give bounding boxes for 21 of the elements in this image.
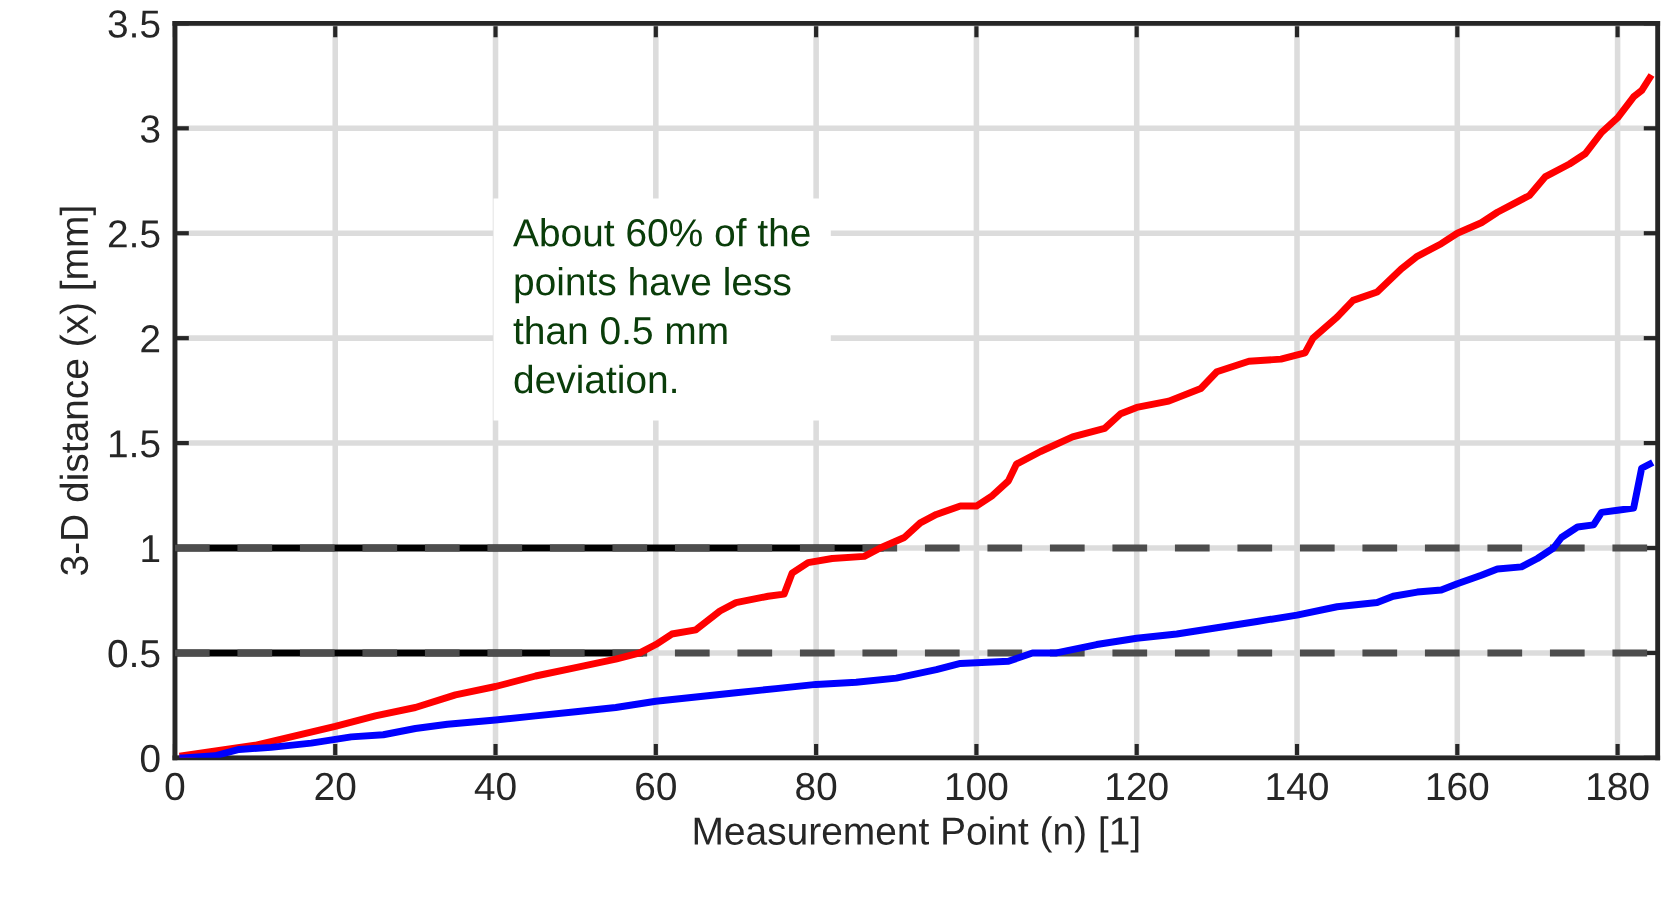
y-tick-label: 0.5 <box>108 639 160 668</box>
y-tick-label: 1.5 <box>109 430 160 458</box>
x-tick-label: 180 <box>1588 772 1649 801</box>
annotation: About 60% of the points have less than 0.5 mm deviation. <box>513 218 810 394</box>
x-tick-label: 100 <box>946 772 1008 801</box>
x-tick-label: 0 <box>165 772 185 801</box>
x-tick-label: 40 <box>474 772 516 801</box>
y-tick-label: 2 <box>141 325 160 353</box>
x-tick-label: 140 <box>1267 772 1328 801</box>
x-tick-label: 20 <box>315 772 356 801</box>
y-tick-label: 3 <box>140 115 160 143</box>
x-tick-label: 160 <box>1427 772 1489 801</box>
x-tick-label: 60 <box>636 772 676 801</box>
x-tick-label: 120 <box>1107 772 1168 801</box>
x-tick-label: 80 <box>796 772 837 801</box>
y-tick-label: 1 <box>142 535 160 563</box>
y-tick-label: 3.5 <box>108 10 160 38</box>
y-tick-label: 0 <box>140 744 160 773</box>
y-tick-label: 2.5 <box>108 220 160 248</box>
y-axis-title: 3-D distance (x) [mm] <box>59 207 96 575</box>
x-axis-title: Measurement Point (n) [1] <box>694 816 1139 853</box>
